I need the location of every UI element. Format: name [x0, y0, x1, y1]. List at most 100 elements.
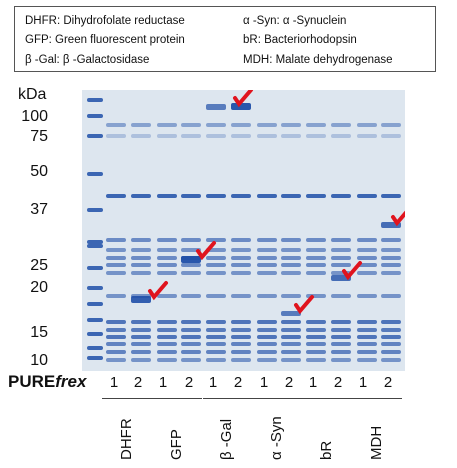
sample-band — [357, 238, 377, 242]
sample-band — [231, 263, 251, 267]
sample-band — [257, 256, 277, 260]
group-underline — [352, 398, 402, 399]
target-band — [131, 296, 151, 303]
sample-band — [281, 256, 301, 260]
marker-band — [87, 114, 103, 118]
sample-band — [206, 271, 226, 275]
sample-band — [331, 123, 351, 127]
sample-band — [231, 320, 251, 324]
sample-band — [206, 263, 226, 267]
marker-band — [87, 332, 103, 336]
sample-band — [157, 320, 177, 324]
sample-band — [281, 335, 301, 339]
sample-band — [357, 320, 377, 324]
sample-band — [131, 123, 151, 127]
marker-band — [87, 266, 103, 270]
mw-label-15: 15 — [30, 324, 48, 341]
lane-number: 2 — [184, 374, 194, 391]
sample-band — [231, 335, 251, 339]
sample-band — [181, 335, 201, 339]
sample-band — [281, 238, 301, 242]
sample-band — [331, 342, 351, 346]
sample-band — [231, 350, 251, 354]
sample-band — [231, 342, 251, 346]
sample-band — [257, 335, 277, 339]
legend-bgal: β -Gal: β -Galactosidase — [25, 54, 150, 66]
marker-band — [87, 318, 103, 322]
sample-band — [231, 134, 251, 138]
lane-number: 2 — [133, 374, 143, 391]
purefrex-label: PUREfrex — [8, 372, 87, 391]
sample-band — [306, 238, 326, 242]
sample-band — [206, 194, 226, 198]
sample-band — [357, 123, 377, 127]
red-arrow — [233, 90, 253, 108]
marker-band — [87, 134, 103, 138]
sample-band — [106, 320, 126, 324]
sample-band — [257, 294, 277, 298]
sample-band — [257, 358, 277, 362]
sample-band — [381, 263, 401, 267]
sample-band — [106, 271, 126, 275]
sample-band — [181, 320, 201, 324]
legend-gfp: GFP: Green fluorescent protein — [25, 34, 185, 46]
sample-band — [131, 256, 151, 260]
sample-band — [257, 328, 277, 332]
red-check-arrows — [148, 90, 405, 315]
marker-band — [87, 208, 103, 212]
sample-band — [181, 328, 201, 332]
group-underline — [102, 398, 152, 399]
sample-band — [281, 271, 301, 275]
sample-band — [331, 263, 351, 267]
lane-number: 1 — [358, 374, 368, 391]
sample-band — [357, 134, 377, 138]
sample-band — [106, 350, 126, 354]
sample-band — [181, 358, 201, 362]
sample-band — [181, 294, 201, 298]
sample-band — [206, 123, 226, 127]
legend-dhfr: DHFR: Dihydrofolate reductase — [25, 15, 185, 27]
sample-band — [157, 358, 177, 362]
marker-band — [87, 346, 103, 350]
sample-band — [231, 294, 251, 298]
sample-band — [231, 271, 251, 275]
sample-band — [357, 194, 377, 198]
sample-band — [231, 194, 251, 198]
lane-number: 1 — [109, 374, 119, 391]
sample-band — [181, 194, 201, 198]
lane-number: 2 — [333, 374, 343, 391]
sample-band — [131, 342, 151, 346]
sample-band — [257, 134, 277, 138]
sample-band — [331, 248, 351, 252]
red-arrow — [342, 261, 362, 281]
gel-background — [82, 90, 405, 371]
sample-band — [131, 238, 151, 242]
sample-band — [106, 328, 126, 332]
legend-box: DHFR: Dihydrofolate reductase GFP: Green… — [14, 6, 436, 72]
sample-band — [257, 248, 277, 252]
marker-band — [87, 356, 103, 360]
sample-band — [131, 358, 151, 362]
group-underline — [253, 398, 303, 399]
sample-band — [231, 328, 251, 332]
sample-band — [157, 123, 177, 127]
sample-band — [306, 350, 326, 354]
sample-band — [106, 358, 126, 362]
red-arrow — [294, 295, 314, 315]
sample-band — [381, 335, 401, 339]
sample-band — [181, 342, 201, 346]
sample-band — [357, 248, 377, 252]
lane-number: 2 — [284, 374, 294, 391]
group-underline — [303, 398, 353, 399]
sample-band — [281, 263, 301, 267]
marker-band — [87, 286, 103, 290]
sample-band — [281, 134, 301, 138]
sample-band — [357, 358, 377, 362]
sample-band — [157, 194, 177, 198]
sample-band — [306, 271, 326, 275]
sample-band — [106, 123, 126, 127]
sample-band — [281, 350, 301, 354]
target-band — [206, 104, 226, 110]
sample-band — [381, 123, 401, 127]
red-arrow — [148, 281, 168, 301]
